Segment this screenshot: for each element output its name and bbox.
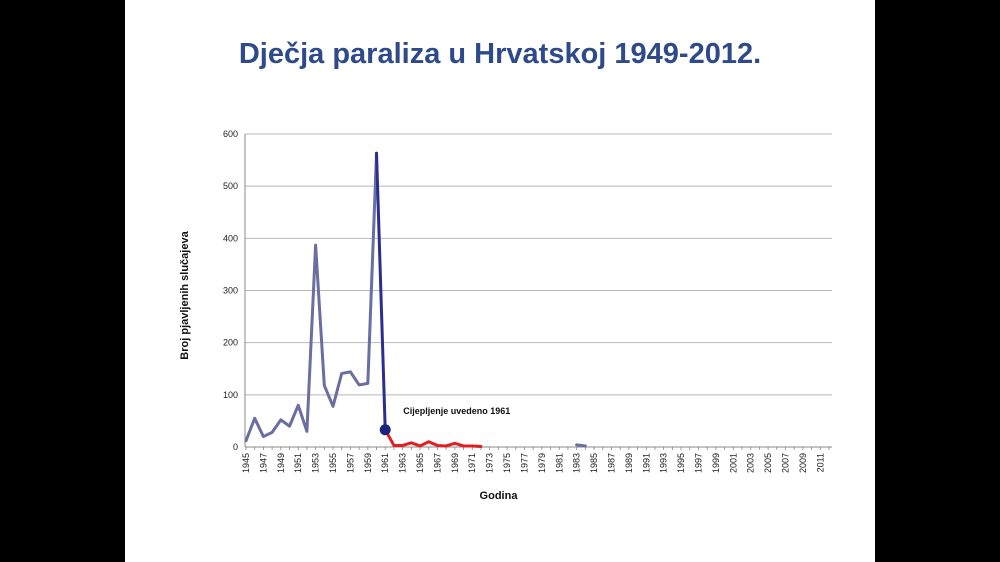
polio-line-chart: 0 100 200 300 400 500 600 1945 1947 1949 1951 1953… xyxy=(179,129,832,502)
y-tick-0: 0 xyxy=(233,442,238,452)
x-tick-1975: 1975 xyxy=(502,453,512,473)
x-tick-2003: 2003 xyxy=(746,453,756,473)
x-tick-1983: 1983 xyxy=(572,453,582,473)
x-tick-1979: 1979 xyxy=(537,453,547,473)
x-tick-1965: 1965 xyxy=(415,453,425,473)
x-tick-1967: 1967 xyxy=(432,453,442,473)
slide: Dječja paraliza u Hrvatskoj 1949-2012. 0… xyxy=(125,0,875,562)
data-series xyxy=(244,151,587,448)
annotation-marker-1 xyxy=(379,424,391,436)
y-tick-400: 400 xyxy=(223,233,238,243)
x-tick-1963: 1963 xyxy=(398,453,408,473)
x-tick-2009: 2009 xyxy=(798,453,808,473)
x-tick-1999: 1999 xyxy=(711,453,721,473)
x-tick-2007: 2007 xyxy=(780,453,790,473)
x-tick-1951: 1951 xyxy=(293,453,303,473)
x-tick-1955: 1955 xyxy=(328,453,338,473)
series-line-2 xyxy=(375,151,387,432)
y-tick-200: 200 xyxy=(223,338,238,348)
series-line-3 xyxy=(383,428,483,448)
x-tick-1991: 1991 xyxy=(641,453,651,473)
x-tick-1995: 1995 xyxy=(676,453,686,473)
y-axis-label: Broj pjavljenih slučajeva xyxy=(179,230,191,359)
x-tick-1945: 1945 xyxy=(241,453,251,473)
series-line-1 xyxy=(244,151,379,443)
y-tick-100: 100 xyxy=(223,390,238,400)
x-tick-1947: 1947 xyxy=(258,453,268,473)
slide-title: Dječja paraliza u Hrvatskoj 1949-2012. xyxy=(238,38,762,70)
x-tick-1969: 1969 xyxy=(450,453,460,473)
x-tick-1981: 1981 xyxy=(554,453,564,473)
x-tick-2001: 2001 xyxy=(728,453,738,473)
x-tick-1971: 1971 xyxy=(467,453,477,473)
gridlines xyxy=(244,133,832,450)
annotation-text-1: Cijepljenje uvedeno 1961 xyxy=(403,406,510,416)
y-tick-500: 500 xyxy=(223,181,238,191)
x-tick-1977: 1977 xyxy=(519,453,529,473)
x-tick-1973: 1973 xyxy=(485,453,495,473)
y-tick-600: 600 xyxy=(223,129,238,139)
y-tick-labels: 0 100 200 300 400 500 600 xyxy=(223,129,238,452)
x-tick-2011: 2011 xyxy=(815,453,825,472)
x-tick-1993: 1993 xyxy=(659,453,669,473)
x-tick-1989: 1989 xyxy=(624,453,634,473)
x-tick-1985: 1985 xyxy=(589,453,599,473)
y-tick-300: 300 xyxy=(223,286,238,296)
x-tick-1949: 1949 xyxy=(276,453,286,473)
annotations: Cijepljenje uvedeno 1961 xyxy=(379,406,510,436)
x-tick-1953: 1953 xyxy=(311,453,321,473)
x-axis-label: Godina xyxy=(480,490,519,502)
x-tick-1957: 1957 xyxy=(345,453,355,473)
x-tick-1997: 1997 xyxy=(693,453,703,473)
series-line-4 xyxy=(575,443,587,448)
x-tick-1959: 1959 xyxy=(363,453,373,473)
x-tick-1961: 1961 xyxy=(380,453,390,473)
x-tick-1987: 1987 xyxy=(606,453,616,473)
x-tick-labels: 1945 1947 1949 1951 1953 1955 1957 1959 1961 1963… xyxy=(241,453,825,473)
x-tick-2005: 2005 xyxy=(763,453,773,473)
